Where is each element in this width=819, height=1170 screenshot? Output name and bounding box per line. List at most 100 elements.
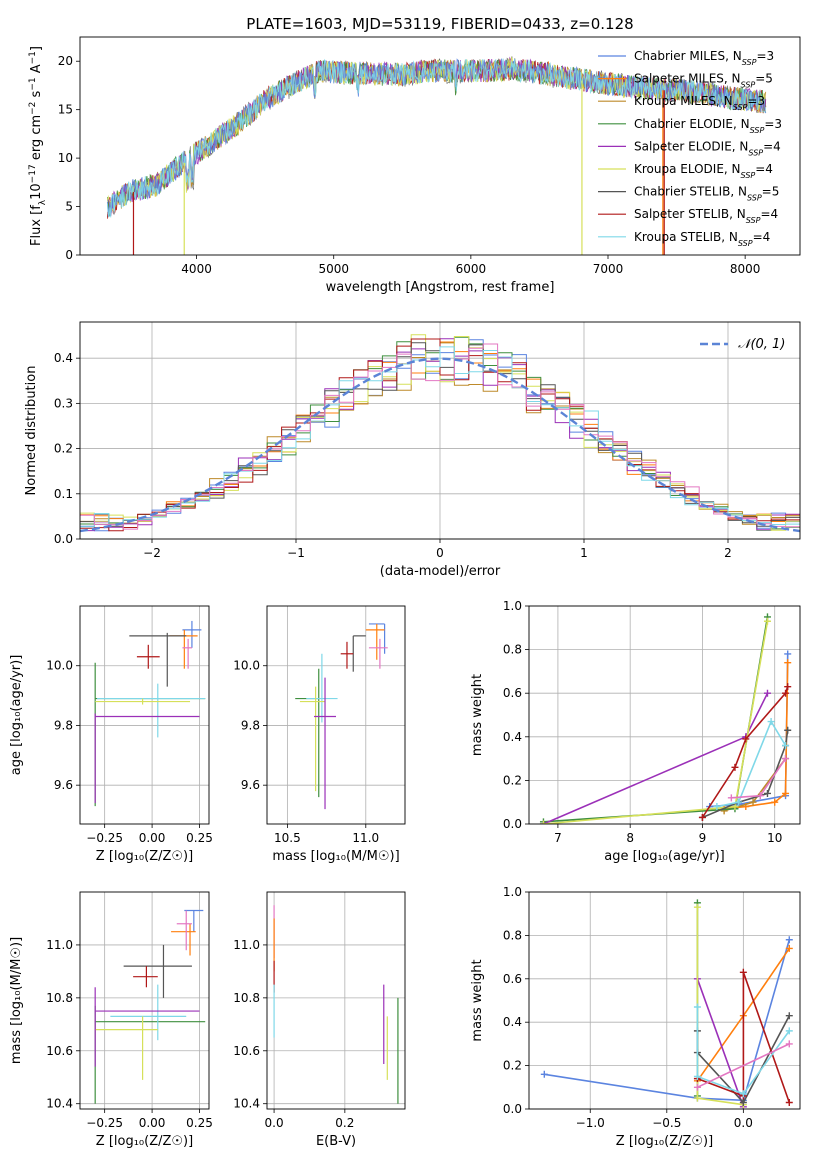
- y-tick-label: 10.0: [46, 659, 73, 673]
- mass-weight-marker: [763, 617, 771, 625]
- mass-vs-z-panel: −0.25 0.00 0.25 10.4 10.6 10.8 11.0 Z [log₁₀(Z/…: [9, 891, 213, 1149]
- spectrum-panel: 4000 5000 6000 7000 8000 0 5 10 15 20 wavelength […: [28, 36, 801, 295]
- y-tick-label: 15: [58, 103, 73, 117]
- mass-weight-marker: [763, 689, 771, 697]
- mass-weight-marker: [784, 659, 792, 667]
- mass-weight-marker: [782, 689, 790, 697]
- mass-weight-marker: [782, 789, 790, 797]
- figure-title: PLATE=1603, MJD=53119, FIBERID=0433, z=0…: [246, 15, 633, 33]
- y-axis-label-part: erg cm: [29, 115, 44, 164]
- legend-entry: Kroupa STELIB, NSSP=4: [634, 230, 770, 248]
- y-tick-label: 10: [58, 151, 73, 165]
- y-tick-label: 10.6: [46, 1044, 73, 1058]
- mass-weight-marker: [784, 650, 792, 658]
- mass-weight-marker: [756, 792, 764, 800]
- x-tick-label: 1: [580, 546, 588, 560]
- mass-weight-marker: [540, 1070, 548, 1078]
- x-tick-label: 7000: [593, 262, 624, 276]
- mass-weight-marker: [539, 820, 547, 824]
- mass-weight-marker: [785, 1098, 793, 1106]
- y-axis-label: mass [log₁₀(M/M☉)]: [9, 937, 24, 1064]
- legend-entry: Chabrier STELIB, NSSP=5: [634, 185, 779, 203]
- x-tick-label: 10: [767, 831, 782, 845]
- legend-label: Salpeter ELODIE, N: [634, 139, 748, 153]
- x-axis-label: E(B-V): [316, 1134, 356, 1149]
- axes-frame: [79, 891, 210, 1110]
- y-axis-label-part: 10: [29, 183, 44, 200]
- mass-weight-marker: [742, 735, 750, 743]
- mass-weight-marker: [784, 726, 792, 734]
- y-tick-label: 0.2: [54, 442, 73, 456]
- mass-weight-marker: [693, 1083, 701, 1091]
- y-axis-label-part: −2: [28, 102, 38, 115]
- y-axis-label-part: −17: [28, 164, 38, 183]
- plot-area: [540, 899, 793, 1109]
- mass-weight-marker: [693, 1003, 701, 1011]
- y-tick-label: 0.8: [503, 643, 522, 657]
- y-axis-label-part: A: [29, 64, 44, 77]
- legend-label: Chabrier ELODIE, N: [634, 117, 750, 131]
- x-tick-label: 10.5: [274, 831, 301, 845]
- x-axis-label: (data-model)/error: [380, 564, 501, 579]
- y-tick-label: 0.1: [54, 487, 73, 501]
- legend-tail: =3: [747, 94, 765, 108]
- age-vs-z-panel: −0.25 0.00 0.25 9.6 9.8 10.0 Z [log₁₀(Z/Z☉)] ag…: [9, 605, 213, 864]
- x-tick-label: −0.5: [652, 1116, 681, 1130]
- y-tick-label: 0.6: [503, 686, 522, 700]
- y-tick-label: 5: [65, 200, 73, 214]
- legend-sub: SSP: [742, 58, 757, 67]
- plot-area: [80, 334, 800, 539]
- legend-sub: SSP: [738, 238, 753, 247]
- x-tick-label: 5000: [318, 262, 349, 276]
- mass-weight-marker: [785, 1040, 793, 1048]
- y-tick-label: 10.8: [46, 991, 73, 1005]
- y-tick-label: 11.0: [46, 938, 73, 952]
- mass-weight-line-salpeter_elodie: [696, 978, 745, 1108]
- legend-label: Kroupa STELIB, N: [634, 230, 738, 244]
- mass-weight-line-chabrier_elodie: [543, 616, 769, 823]
- x-tick-label: 0.25: [186, 831, 213, 845]
- plot-area: [94, 620, 206, 807]
- legend-tail: =3: [756, 49, 774, 63]
- legend-sub: SSP: [746, 216, 761, 225]
- axes-frame: [528, 605, 801, 825]
- x-tick-label: 0.0: [734, 1116, 753, 1130]
- legend-tail: =4: [763, 139, 781, 153]
- legend-sub: SSP: [750, 125, 765, 134]
- y-tick-label: 0.2: [503, 1059, 522, 1073]
- mass-weight-marker: [785, 944, 793, 952]
- y-tick-label: 10.8: [233, 991, 260, 1005]
- mass-weight-marker: [739, 1098, 747, 1106]
- legend-label: Kroupa MILES, N: [634, 94, 733, 108]
- y-tick-label: 10.6: [233, 1044, 260, 1058]
- y-tick-label: 1.0: [503, 599, 522, 613]
- x-axis-label: wavelength [Angstrom, rest frame]: [326, 280, 555, 295]
- x-tick-label: −0.25: [86, 1116, 123, 1130]
- legend-tail: =3: [764, 117, 782, 131]
- mass-weight-marker: [782, 755, 790, 763]
- x-tick-label: −0.25: [86, 831, 123, 845]
- spectrum-line-kroupa_stelib: [106, 58, 767, 218]
- plot-area: [273, 905, 399, 1104]
- mass-weight-marker: [785, 936, 793, 944]
- legend-entry: Chabrier MILES, NSSP=3: [634, 49, 774, 67]
- axes-frame: [79, 321, 801, 540]
- y-tick-label: 0.4: [503, 1015, 522, 1029]
- legend-entry: Kroupa ELODIE, NSSP=4: [634, 162, 773, 180]
- x-tick-label: 0.00: [139, 1116, 166, 1130]
- mass-weight-marker: [731, 763, 739, 771]
- x-tick-label: 7: [554, 831, 562, 845]
- mass-weight-vs-z-panel: −1.0 −0.5 0.0 0.0 0.2 0.4 0.6 0.8 1.0 Z [log₁₀(Z/…: [470, 885, 801, 1149]
- legend-entry: Salpeter ELODIE, NSSP=4: [634, 139, 781, 157]
- y-axis-label-part: ]: [29, 46, 44, 51]
- y-tick-label: 0.0: [503, 1102, 522, 1116]
- histogram-steps-kroupa_stelib: [80, 346, 800, 539]
- mass-vs-ebv-panel: 0.0 0.2 10.4 10.6 10.8 11.0 E(B-V): [233, 891, 406, 1149]
- y-tick-label: 10.0: [233, 659, 260, 673]
- x-tick-label: 2: [724, 546, 732, 560]
- y-axis-label-part: −1: [28, 77, 38, 90]
- y-tick-label: 9.6: [241, 778, 260, 792]
- mass-weight-line-salpeter_stelib: [697, 972, 791, 1103]
